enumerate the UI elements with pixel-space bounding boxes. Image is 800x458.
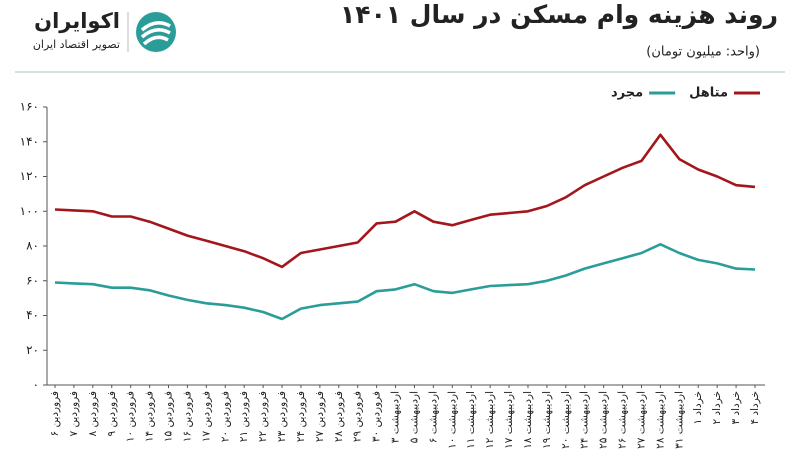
- x-tick-label: ۲۷ فروردین: [314, 391, 326, 442]
- y-tick-label: ۸۰: [26, 239, 39, 253]
- y-tick-label: ۲۰: [26, 343, 39, 357]
- x-tick-label: ۲۸ فروردین: [333, 391, 345, 442]
- series-line: [54, 243, 756, 321]
- x-tick-label: ۸ فروردین: [87, 391, 99, 437]
- legend-label: متاهل: [689, 86, 728, 101]
- x-tick-label: ۵ اردیبهشت: [408, 391, 420, 443]
- x-tick-label: ۶ فروردین: [49, 391, 61, 437]
- x-tick-label: ۱۸ اردیبهشت: [522, 391, 534, 449]
- brand-name: اکوایران: [34, 9, 120, 33]
- y-tick-label: ۰: [33, 378, 39, 392]
- y-tick-label: ۱۰۰: [20, 204, 39, 218]
- x-tick-label: ۹ فروردین: [106, 391, 118, 437]
- chart-title: روند هزینه وام مسکن در سال ۱۴۰۱: [340, 0, 778, 30]
- x-tick-label: ۲ خرداد: [711, 391, 723, 425]
- x-tick-label: ۱۵ فروردین: [163, 391, 175, 442]
- x-tick-label: ۷ فروردین: [68, 391, 80, 437]
- x-tick-label: ۲۴ اردیبهشت: [579, 391, 591, 449]
- y-tick-label: ۴۰: [26, 308, 39, 322]
- x-tick-label: ۲۹ فروردین: [352, 391, 364, 442]
- series-line: [54, 133, 756, 269]
- x-tick-label: ۲۳ فروردین: [276, 391, 288, 442]
- y-tick-label: ۱۶۰: [20, 100, 39, 114]
- brand-tagline: تصویر اقتصاد ایران: [33, 38, 120, 51]
- x-tick-label: ۱۶ فروردین: [181, 391, 193, 442]
- x-tick-label: ۲۰ اردیبهشت: [560, 391, 572, 449]
- x-tick-label: ۳۱ اردیبهشت: [673, 391, 685, 449]
- x-tick-label: ۲۵ اردیبهشت: [598, 391, 610, 449]
- x-tick-label: ۲۱ فروردین: [238, 391, 250, 442]
- y-tick-label: ۱۴۰: [20, 134, 39, 148]
- y-tick-label: ۱۲۰: [20, 169, 39, 183]
- chart-subtitle: (واحد: میلیون تومان): [646, 45, 760, 60]
- logo-icon-stripes: [140, 21, 171, 46]
- y-tick-label: ۶۰: [26, 273, 39, 287]
- x-tick-label: ۲۷ اردیبهشت: [635, 391, 647, 449]
- x-tick-label: ۲۸ اردیبهشت: [654, 391, 666, 449]
- x-tick-label: ۱۷ فروردین: [200, 391, 212, 442]
- x-tick-label: ۱۹ اردیبهشت: [541, 391, 553, 449]
- legend-item: مجرد: [611, 86, 676, 101]
- x-tick-label: ۱۰ اردیبهشت: [446, 391, 458, 449]
- logo: اکوایران تصویر اقتصاد ایران: [33, 9, 176, 52]
- x-tick-label: ۳ خرداد: [730, 391, 742, 425]
- x-tick-label: ۱۰ فروردین: [125, 391, 137, 442]
- x-tick-label: ۱۱ اردیبهشت: [465, 391, 477, 449]
- x-tick-label: ۳ اردیبهشت: [390, 391, 402, 443]
- x-tick-label: ۶ اردیبهشت: [427, 391, 439, 443]
- x-tick-label: ۴ خرداد: [749, 391, 761, 425]
- x-tick-label: ۱۴ فروردین: [144, 391, 156, 442]
- x-tick-label: ۱۷ اردیبهشت: [503, 391, 515, 449]
- x-tick-label: ۱ خرداد: [692, 391, 704, 425]
- x-tick-label: ۲۶ اردیبهشت: [617, 391, 629, 449]
- legend-label: مجرد: [611, 86, 643, 101]
- legend-item: متاهل: [689, 86, 760, 101]
- x-tick-label: ۱۲ اردیبهشت: [484, 391, 496, 449]
- x-tick-label: ۲۰ فروردین: [219, 391, 231, 442]
- x-tick-label: ۲۴ فروردین: [295, 391, 307, 442]
- x-tick-label: ۲۲ فروردین: [257, 391, 269, 442]
- x-tick-label: ۳۰ فروردین: [371, 391, 383, 442]
